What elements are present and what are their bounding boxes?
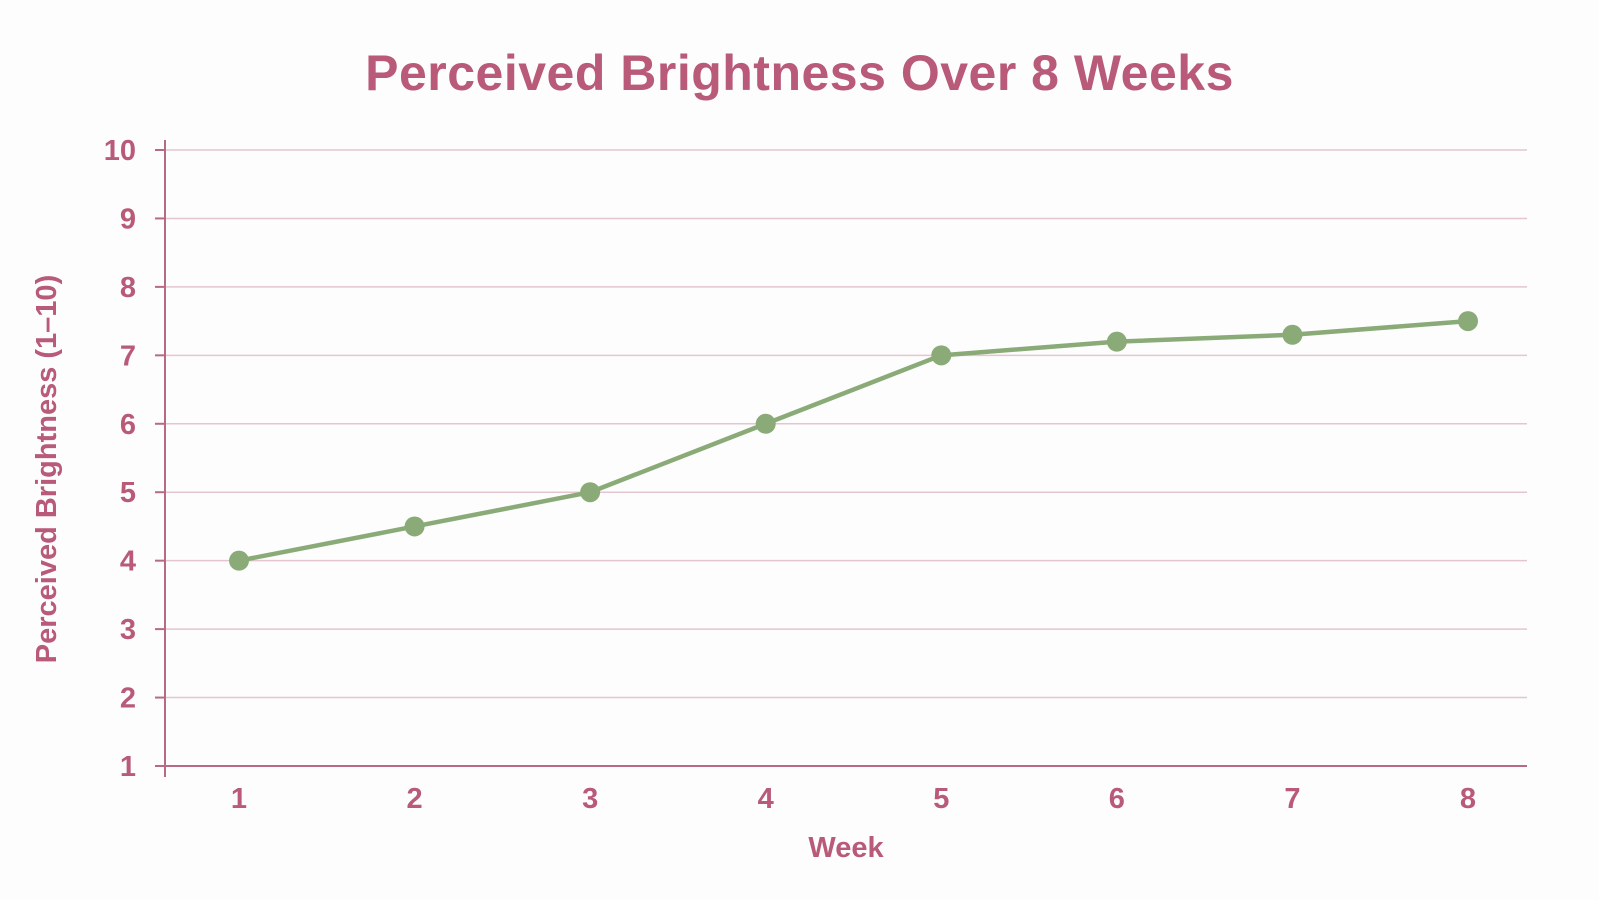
y-tick-label-6: 6 [120,409,136,441]
y-tick-label-7: 7 [120,340,136,372]
axes [164,140,1527,777]
y-tick-label-8: 8 [120,272,136,304]
x-tick-label-1: 1 [231,783,247,815]
data-point-week-5 [931,345,952,366]
y-tick-label-4: 4 [120,546,136,578]
data-point-week-4 [755,413,776,434]
x-tick-label-5: 5 [933,783,949,815]
y-tick-label-1: 1 [120,751,136,783]
data-point-week-8 [1458,311,1478,332]
y-tick-label-9: 9 [120,203,136,235]
y-tick-label-3: 3 [120,614,136,646]
data-point-week-2 [404,516,425,537]
data-point-week-6 [1106,331,1127,352]
x-tick-label-4: 4 [758,783,774,815]
series-line-group [229,311,1478,571]
grid-lines [165,149,1527,699]
x-tick-label-3: 3 [582,783,598,815]
data-point-week-3 [580,482,601,503]
y-axis-title: Perceived Brightness (1–10) [31,275,63,663]
data-point-week-7 [1282,324,1303,345]
x-tick-label-7: 7 [1284,783,1300,815]
x-tick-label-8: 8 [1460,783,1476,815]
y-tick-label-5: 5 [120,477,136,509]
x-axis-title: Week [808,832,884,864]
data-point-week-1 [229,550,249,571]
x-tick-label-6: 6 [1109,783,1125,815]
x-tick-labels: 1 2 3 4 5 6 7 8 [231,783,1476,815]
chart-title: Perceived Brightness Over 8 Weeks [365,45,1234,101]
series-line [236,318,1471,563]
x-tick-label-2: 2 [407,783,423,815]
y-tick-labels: 1 2 3 4 5 6 7 8 9 10 [104,135,165,783]
y-tick-label-10: 10 [104,135,136,167]
y-tick-label-2: 2 [120,683,136,715]
